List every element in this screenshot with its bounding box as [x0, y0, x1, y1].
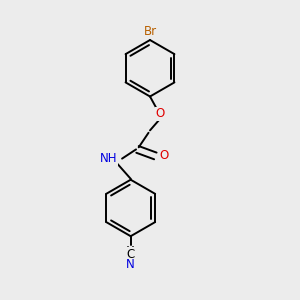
- Text: Br: Br: [143, 25, 157, 38]
- Text: NH: NH: [100, 152, 117, 165]
- Text: O: O: [159, 149, 168, 162]
- Text: O: O: [156, 107, 165, 120]
- Text: C: C: [127, 248, 135, 261]
- Text: N: N: [126, 258, 135, 271]
